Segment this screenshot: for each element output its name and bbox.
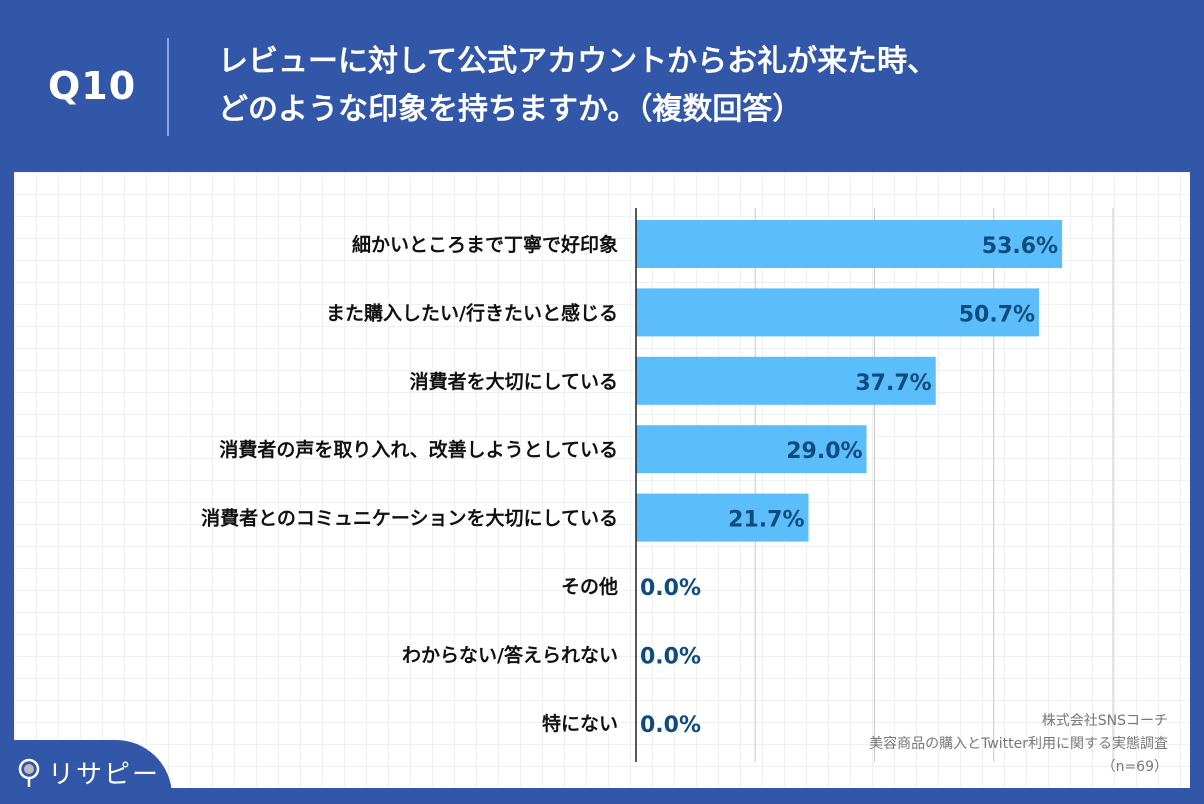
category-label: わからない/答えられない <box>402 643 618 666</box>
bar <box>636 425 867 474</box>
data-label: 0.0% <box>640 576 701 601</box>
category-label: 細かいところまで丁寧で好印象 <box>352 233 618 256</box>
category-label: 消費者の声を取り入れ、改善しようとしている <box>219 438 618 461</box>
bar <box>636 356 936 405</box>
category-label: 特にない <box>542 713 618 735</box>
pin-icon <box>18 758 40 787</box>
source-note: 株式会社SNSコーチ 美容商品の購入とTwitter利用に関する実態調査 （n=… <box>869 710 1168 779</box>
data-label: 0.0% <box>640 644 701 669</box>
category-label: その他 <box>561 575 618 598</box>
bar <box>636 220 1063 268</box>
source-survey: 美容商品の購入とTwitter利用に関する実態調査 <box>869 736 1168 752</box>
bar-chart: 53.6% 細かいところまで丁寧で好印象 50.7% また購入したい/行きたいと感じる… <box>201 208 1114 762</box>
data-label: 37.7% <box>855 371 931 396</box>
header-divider <box>167 38 169 136</box>
question-number: Q10 <box>48 64 137 108</box>
data-label: 29.0% <box>786 439 862 464</box>
bar <box>636 288 1040 337</box>
source-sample: （n=69） <box>1101 759 1168 775</box>
category-label: また購入したい/行きたいと感じる <box>326 301 618 324</box>
question-title: レビューに対して公式アカウントからお礼が来た時、 どのような印象を持ちますか。（… <box>218 44 938 127</box>
category-label: 消費者を大切にしている <box>410 370 618 393</box>
data-label: 53.6% <box>982 234 1058 259</box>
category-label: 消費者とのコミュニケーションを大切にしている <box>201 507 618 530</box>
bar <box>636 493 809 542</box>
logo-text: リサピー <box>48 760 161 790</box>
data-label: 0.0% <box>640 713 701 738</box>
data-label: 50.7% <box>959 302 1035 327</box>
data-label: 21.7% <box>728 508 804 533</box>
chart-panel: 53.6% 細かいところまで丁寧で好印象 50.7% また購入したい/行きたいと感じる… <box>14 172 1190 788</box>
source-company: 株式会社SNSコーチ <box>1041 713 1168 729</box>
logo: リサピー <box>0 740 172 804</box>
